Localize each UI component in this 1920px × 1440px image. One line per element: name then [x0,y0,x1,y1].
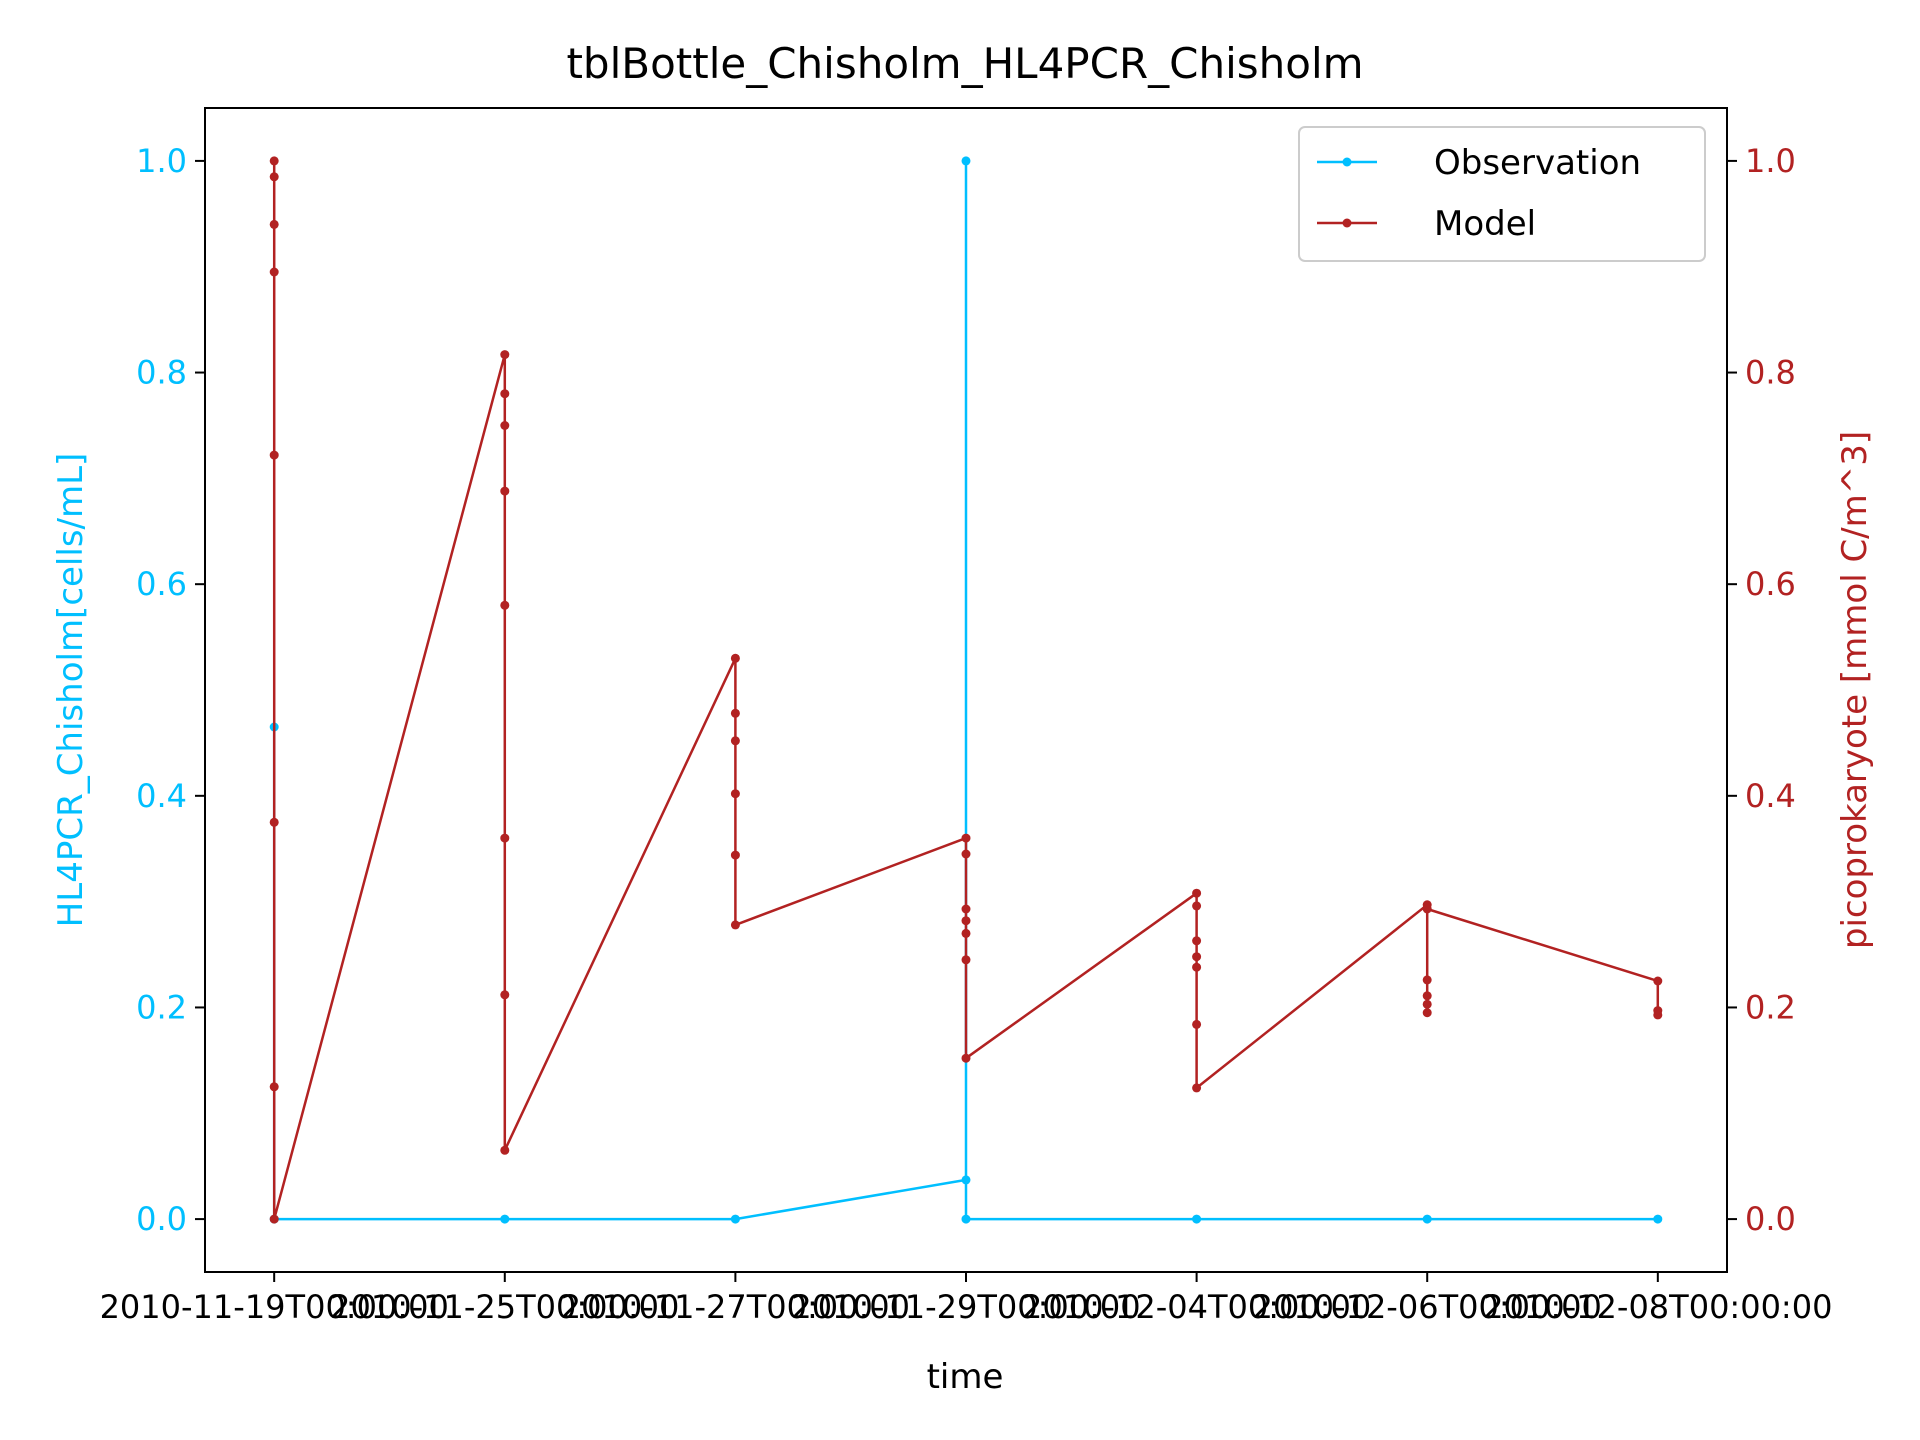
y-right-tick-label: 1.0 [1745,142,1796,180]
observation-point [500,1214,510,1224]
y-left-tick-label: 1.0 [136,142,187,180]
model-point [1422,904,1432,914]
model-point [500,1145,510,1155]
observation-point [961,1175,971,1185]
model-point [961,928,971,938]
y-right-tick-label: 0.6 [1745,565,1796,603]
model-point [500,389,510,399]
y-right-tick-label: 0.8 [1745,354,1796,392]
model-point [961,916,971,926]
model-point [1192,901,1202,911]
observation-series-line [272,159,1658,1221]
model-point [1192,936,1202,946]
observation-point [1422,1214,1432,1224]
x-tick-label: 2010-12-06T00:00:00 [1253,1288,1602,1326]
observation-point [961,1214,971,1224]
x-tick-label: 2010-11-19T00:00:00 [100,1288,449,1326]
y-right-tick-label: 0.0 [1745,1200,1796,1238]
x-tick-label: 2010-11-27T00:00:00 [561,1288,910,1326]
model-point [269,450,279,460]
model-point [730,653,740,663]
model-point [1192,888,1202,898]
model-point [500,421,510,430]
model-point [269,817,279,827]
x-tick-label: 2010-12-04T00:00:00 [1022,1288,1371,1326]
model-point [961,833,971,843]
observation-point [1192,1214,1202,1224]
model-point [500,350,510,360]
model-point [1192,952,1202,962]
model-point [1192,962,1202,972]
model-point [1653,976,1663,986]
model-point [269,1082,279,1092]
model-point [1653,1010,1663,1020]
model-point [730,850,740,860]
plot-layer: 0.0 0.2 0.4 0.6 0.8 1.0 0.0 0.2 0.4 0.6 0.8 1.0 2010… [100,142,1833,1326]
plot-frame [204,107,1728,1273]
y-left-tick-label: 0.8 [136,354,187,392]
y-left-tick-label: 0.2 [136,988,187,1026]
model-point [961,904,971,914]
model-point [269,219,279,229]
x-tick-label: 2010-11-29T00:00:00 [791,1288,1140,1326]
chart-title: tblBottle_Chisholm_HL4PCR_Chisholm [566,39,1363,88]
x-axis-title: time [927,1357,1004,1397]
y-left-tick-label: 0.6 [136,565,187,603]
x-tick-label: 2010-11-25T00:00:00 [330,1288,679,1326]
y-right-tick-label: 0.2 [1745,988,1796,1026]
model-point [730,789,740,799]
model-point [1422,1008,1432,1018]
model-point [269,172,279,182]
legend-model-label: Model [1434,204,1536,244]
model-point [1422,999,1432,1009]
model-point [730,736,740,746]
model-point [500,600,510,610]
model-point [500,833,510,843]
legend-observation-marker [1342,157,1352,167]
model-point [269,156,279,166]
model-point [1422,991,1432,1001]
y-left-tick-label: 0.0 [136,1200,187,1238]
model-point [269,1214,279,1224]
legend-model-marker [1342,218,1352,228]
model-point [961,1053,971,1063]
model-point [961,955,971,965]
legend: Observation Model [1298,126,1706,262]
y-left-tick-label: 0.4 [136,777,187,815]
model-point [730,708,740,718]
y-axis-left-title: HL4PCR_Chisholm[cells/mL] [51,453,91,928]
model-point [961,849,971,859]
legend-observation-label: Observation [1434,143,1641,183]
y-axis-right-title: picoprokaryote [mmol C/m^3] [1835,431,1875,949]
x-tick-label: 2010-12-08T00:00:00 [1483,1288,1832,1326]
observation-point [961,156,971,166]
model-point [1192,1019,1202,1029]
legend-box [1298,126,1706,262]
observation-point [1653,1214,1663,1224]
y-right-tick-label: 0.4 [1745,777,1796,815]
model-point [269,267,279,277]
model-point [730,920,740,930]
model-point [500,486,510,496]
model-point [1192,1083,1202,1093]
model-point [500,990,510,1000]
model-point [1422,975,1432,985]
observation-point [730,1214,740,1224]
